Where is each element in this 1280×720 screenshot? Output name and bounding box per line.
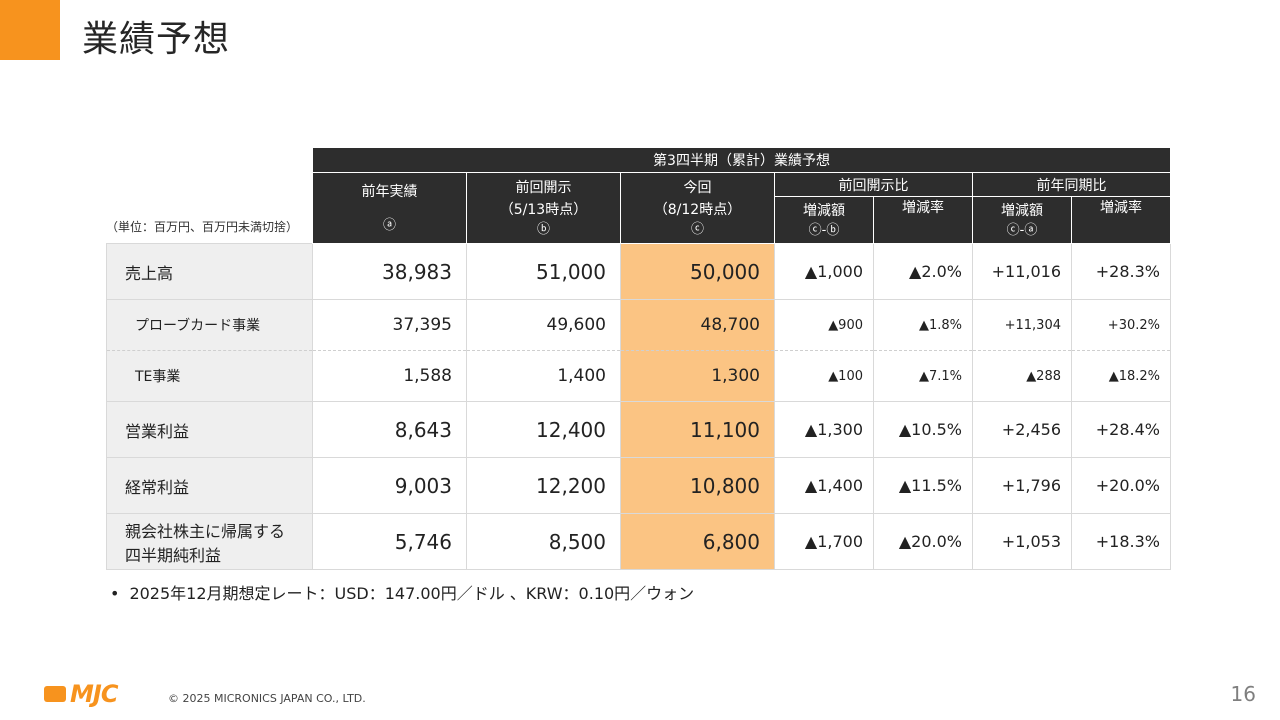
cell-current: 48,700: [620, 299, 775, 351]
row-label: 売上高: [106, 243, 313, 300]
exchange-rate-text: 2025年12月期想定レート：USD：147.00円／ドル 、KRW：0.10円…: [129, 584, 695, 603]
cell-rate-yoy: ▲18.2%: [1071, 350, 1171, 402]
cell-prev-disclosure: 12,200: [466, 457, 621, 514]
header-current: 今回 （8/12時点） ⓒ: [620, 172, 775, 244]
cell-prev-year: 8,643: [312, 401, 467, 458]
forecast-table: 第3四半期（累計）業績予想 前年実績 ⓐ 前回開示 （5/13時点） ⓑ 今回 …: [106, 147, 1171, 570]
unit-note: （単位：百万円、百万円未満切捨）: [106, 220, 299, 234]
table-row: 親会社株主に帰属する 四半期純利益 5,746 8,500 6,800 ▲1,7…: [106, 513, 1171, 570]
header-q3-forecast: 第3四半期（累計）業績予想: [312, 147, 1171, 173]
header-rate-label: 増減率: [902, 200, 944, 216]
cell-diff-vs-prev: ▲100: [774, 350, 874, 402]
cell-diff-yoy: +11,016: [972, 243, 1072, 300]
cell-diff-vs-prev: ▲1,400: [774, 457, 874, 514]
header-rate-label: 増減率: [1100, 200, 1142, 216]
cell-rate-vs-prev: ▲2.0%: [873, 243, 973, 300]
cell-prev-year: 9,003: [312, 457, 467, 514]
cell-rate-vs-prev: ▲10.5%: [873, 401, 973, 458]
logo-mark-icon: [44, 686, 66, 702]
page-number: 16: [1230, 682, 1256, 706]
exchange-rate-note: • 2025年12月期想定レート：USD：147.00円／ドル 、KRW：0.10…: [110, 580, 694, 604]
cell-prev-disclosure: 49,600: [466, 299, 621, 351]
header-rate-yoy: 増減率: [1071, 196, 1171, 244]
header-current-label: 今回: [683, 180, 712, 196]
header-amount-vs-prev: 増減額 ⓒ-ⓑ: [774, 196, 874, 244]
header-prev-year-mark: ⓐ: [382, 218, 396, 233]
cell-diff-yoy: +11,304: [972, 299, 1072, 351]
cell-rate-yoy: +18.3%: [1071, 513, 1171, 570]
cell-current: 10,800: [620, 457, 775, 514]
cell-prev-disclosure: 1,400: [466, 350, 621, 402]
table-row: プローブカード事業 37,395 49,600 48,700 ▲900 ▲1.8…: [106, 299, 1171, 351]
cell-prev-disclosure: 12,400: [466, 401, 621, 458]
cell-diff-vs-prev: ▲1,700: [774, 513, 874, 570]
header-rate-vs-prev: 増減率: [873, 196, 973, 244]
cell-diff-vs-prev: ▲1,300: [774, 401, 874, 458]
header-amount-yoy: 増減額 ⓒ-ⓐ: [972, 196, 1072, 244]
table-row: 経常利益 9,003 12,200 10,800 ▲1,400 ▲11.5% +…: [106, 457, 1171, 514]
header-prev-disclosure-label: 前回開示: [515, 180, 572, 196]
header-amount-label: 増減額: [1001, 203, 1043, 219]
row-label: 親会社株主に帰属する 四半期純利益: [106, 513, 313, 570]
header-prev-disclosure: 前回開示 （5/13時点） ⓑ: [466, 172, 621, 244]
cell-diff-yoy: +2,456: [972, 401, 1072, 458]
cell-rate-yoy: +28.3%: [1071, 243, 1171, 300]
page-title: 業績予想: [82, 19, 231, 60]
cell-rate-yoy: +20.0%: [1071, 457, 1171, 514]
bullet: •: [110, 584, 120, 603]
title-accent-bar: [0, 0, 60, 60]
header-yoy: 前年同期比: [972, 172, 1171, 197]
cell-rate-vs-prev: ▲7.1%: [873, 350, 973, 402]
table-row: TE事業 1,588 1,400 1,300 ▲100 ▲7.1% ▲288 ▲…: [106, 350, 1171, 402]
header-diff-ca: ⓒ-ⓐ: [1006, 223, 1038, 238]
cell-prev-year: 5,746: [312, 513, 467, 570]
header-prev-year-label: 前年実績: [361, 184, 418, 200]
cell-prev-disclosure: 51,000: [466, 243, 621, 300]
cell-current: 6,800: [620, 513, 775, 570]
copyright: © 2025 MICRONICS JAPAN CO., LTD.: [168, 692, 366, 705]
cell-diff-vs-prev: ▲900: [774, 299, 874, 351]
table-row: 営業利益 8,643 12,400 11,100 ▲1,300 ▲10.5% +…: [106, 401, 1171, 458]
header-amount-label: 増減額: [803, 203, 845, 219]
cell-rate-yoy: +30.2%: [1071, 299, 1171, 351]
cell-diff-yoy: ▲288: [972, 350, 1072, 402]
cell-diff-yoy: +1,053: [972, 513, 1072, 570]
header-prev-year: 前年実績 ⓐ: [312, 172, 467, 244]
cell-rate-vs-prev: ▲20.0%: [873, 513, 973, 570]
row-label: 営業利益: [106, 401, 313, 458]
cell-current: 1,300: [620, 350, 775, 402]
cell-diff-vs-prev: ▲1,000: [774, 243, 874, 300]
cell-rate-yoy: +28.4%: [1071, 401, 1171, 458]
row-label: 経常利益: [106, 457, 313, 514]
header-prev-disclosure-date: （5/13時点）: [499, 202, 588, 218]
cell-prev-disclosure: 8,500: [466, 513, 621, 570]
row-label: プローブカード事業: [106, 299, 313, 351]
table-row: 売上高 38,983 51,000 50,000 ▲1,000 ▲2.0% +1…: [106, 243, 1171, 300]
row-label-line1: 親会社株主に帰属する: [125, 521, 286, 541]
cell-diff-yoy: +1,796: [972, 457, 1072, 514]
header-prev-disclosure-mark: ⓑ: [536, 222, 550, 237]
cell-current: 11,100: [620, 401, 775, 458]
cell-prev-year: 1,588: [312, 350, 467, 402]
header-current-date: （8/12時点）: [653, 202, 742, 218]
header-current-mark: ⓒ: [690, 222, 704, 237]
logo-text: MJC: [70, 680, 118, 708]
header-diff-cb: ⓒ-ⓑ: [808, 223, 840, 238]
header-corner: [107, 148, 313, 244]
row-label-line2: 四半期純利益: [125, 545, 222, 565]
header-vs-prev-disclosure: 前回開示比: [774, 172, 973, 197]
cell-current: 50,000: [620, 243, 775, 300]
cell-rate-vs-prev: ▲1.8%: [873, 299, 973, 351]
cell-prev-year: 37,395: [312, 299, 467, 351]
row-label: TE事業: [106, 350, 313, 402]
cell-prev-year: 38,983: [312, 243, 467, 300]
company-logo: MJC: [44, 680, 118, 708]
cell-rate-vs-prev: ▲11.5%: [873, 457, 973, 514]
